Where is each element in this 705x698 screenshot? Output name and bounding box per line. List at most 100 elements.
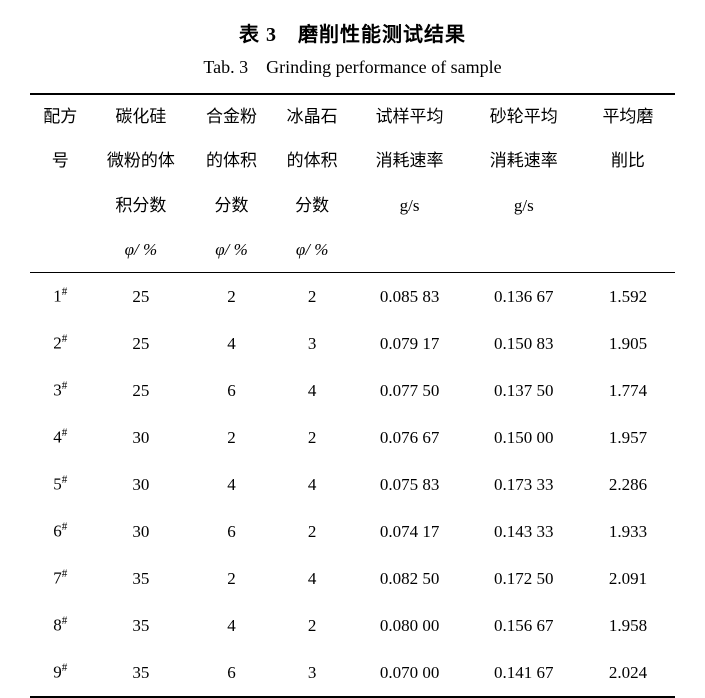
cell-ratio: 1.957 (581, 414, 675, 461)
cell-cryo: 3 (272, 320, 353, 367)
header-row-2: 号 微粉的体 的体积 的体积 消耗速率 消耗速率 削比 (30, 139, 675, 183)
cell-sic: 30 (90, 508, 191, 555)
cell-alloy: 2 (191, 273, 272, 321)
cell-alloy: 6 (191, 367, 272, 414)
cell-samp: 0.079 17 (352, 320, 466, 367)
cell-wheel: 0.172 50 (467, 555, 581, 602)
cell-formula-id: 6# (30, 508, 90, 555)
cell-alloy: 2 (191, 414, 272, 461)
cell-wheel: 0.137 50 (467, 367, 581, 414)
header-col4-l3: 分数 (272, 184, 353, 228)
cell-samp: 0.085 83 (352, 273, 466, 321)
table-row: 1#25220.085 830.136 671.592 (30, 273, 675, 321)
cell-samp: 0.076 67 (352, 414, 466, 461)
cell-sic: 25 (90, 367, 191, 414)
cell-formula-id: 5# (30, 461, 90, 508)
header-col7-l2: 削比 (581, 139, 675, 183)
cell-cryo: 4 (272, 461, 353, 508)
header-col2-l4: φ/ % (90, 228, 191, 273)
cell-cryo: 4 (272, 555, 353, 602)
header-col1-l4 (30, 228, 90, 273)
header-col3-l2: 的体积 (191, 139, 272, 183)
cell-formula-id: 9# (30, 649, 90, 697)
cell-sic: 30 (90, 414, 191, 461)
cell-ratio: 1.933 (581, 508, 675, 555)
header-row-4: φ/ % φ/ % φ/ % (30, 228, 675, 273)
cell-ratio: 1.905 (581, 320, 675, 367)
cell-ratio: 2.024 (581, 649, 675, 697)
header-col2-l1: 碳化硅 (90, 94, 191, 139)
cell-wheel: 0.136 67 (467, 273, 581, 321)
cell-formula-id: 1# (30, 273, 90, 321)
header-col4-l1: 冰晶石 (272, 94, 353, 139)
cell-formula-id: 8# (30, 602, 90, 649)
table-row: 3#25640.077 500.137 501.774 (30, 367, 675, 414)
cell-ratio: 1.592 (581, 273, 675, 321)
header-col1-l2: 号 (30, 139, 90, 183)
cell-wheel: 0.173 33 (467, 461, 581, 508)
cell-alloy: 6 (191, 508, 272, 555)
header-col2-l2: 微粉的体 (90, 139, 191, 183)
header-col1-l3 (30, 184, 90, 228)
cell-cryo: 2 (272, 414, 353, 461)
table-row: 5#30440.075 830.173 332.286 (30, 461, 675, 508)
table-row: 9#35630.070 000.141 672.024 (30, 649, 675, 697)
cell-wheel: 0.150 83 (467, 320, 581, 367)
header-col2-l3: 积分数 (90, 184, 191, 228)
cell-alloy: 4 (191, 320, 272, 367)
cell-alloy: 6 (191, 649, 272, 697)
header-col5-l3: g/s (352, 184, 466, 228)
cell-ratio: 1.774 (581, 367, 675, 414)
cell-wheel: 0.156 67 (467, 602, 581, 649)
cell-samp: 0.082 50 (352, 555, 466, 602)
table-row: 6#30620.074 170.143 331.933 (30, 508, 675, 555)
header-col1-l1: 配方 (30, 94, 90, 139)
cell-sic: 35 (90, 649, 191, 697)
cell-cryo: 3 (272, 649, 353, 697)
header-col6-l3: g/s (467, 184, 581, 228)
table-row: 8#35420.080 000.156 671.958 (30, 602, 675, 649)
cell-sic: 35 (90, 602, 191, 649)
table-title-en: Tab. 3 Grinding performance of sample (30, 53, 675, 79)
cell-ratio: 2.286 (581, 461, 675, 508)
header-col7-l3 (581, 184, 675, 228)
header-col3-l1: 合金粉 (191, 94, 272, 139)
table-title-cn: 表 3 磨削性能测试结果 (30, 18, 675, 47)
cell-formula-id: 7# (30, 555, 90, 602)
header-col3-l4: φ/ % (191, 228, 272, 273)
header-col5-l1: 试样平均 (352, 94, 466, 139)
cell-cryo: 2 (272, 602, 353, 649)
cell-formula-id: 3# (30, 367, 90, 414)
header-col4-l4: φ/ % (272, 228, 353, 273)
cell-alloy: 4 (191, 602, 272, 649)
table-row: 2#25430.079 170.150 831.905 (30, 320, 675, 367)
cell-sic: 25 (90, 320, 191, 367)
cell-cryo: 2 (272, 273, 353, 321)
cell-ratio: 2.091 (581, 555, 675, 602)
cell-wheel: 0.150 00 (467, 414, 581, 461)
header-col3-l3: 分数 (191, 184, 272, 228)
cell-formula-id: 2# (30, 320, 90, 367)
cell-sic: 30 (90, 461, 191, 508)
header-col5-l4 (352, 228, 466, 273)
cell-sic: 35 (90, 555, 191, 602)
cell-samp: 0.077 50 (352, 367, 466, 414)
grinding-performance-table: 配方 碳化硅 合金粉 冰晶石 试样平均 砂轮平均 平均磨 号 微粉的体 的体积 … (30, 93, 675, 698)
header-col7-l1: 平均磨 (581, 94, 675, 139)
header-col6-l4 (467, 228, 581, 273)
cell-samp: 0.080 00 (352, 602, 466, 649)
cell-formula-id: 4# (30, 414, 90, 461)
header-col4-l2: 的体积 (272, 139, 353, 183)
table-row: 4#30220.076 670.150 001.957 (30, 414, 675, 461)
header-col7-l4 (581, 228, 675, 273)
cell-sic: 25 (90, 273, 191, 321)
cell-wheel: 0.143 33 (467, 508, 581, 555)
header-row-3: 积分数 分数 分数 g/s g/s (30, 184, 675, 228)
cell-samp: 0.075 83 (352, 461, 466, 508)
table-row: 7#35240.082 500.172 502.091 (30, 555, 675, 602)
cell-alloy: 2 (191, 555, 272, 602)
cell-samp: 0.074 17 (352, 508, 466, 555)
header-col6-l1: 砂轮平均 (467, 94, 581, 139)
header-col6-l2: 消耗速率 (467, 139, 581, 183)
cell-alloy: 4 (191, 461, 272, 508)
